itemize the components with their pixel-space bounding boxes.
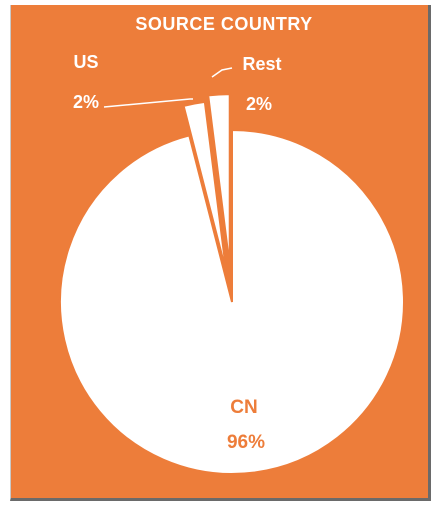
chart-title: SOURCE COUNTRY — [135, 14, 312, 34]
pie-slice-cn — [59, 128, 405, 475]
pie-slice-rest — [207, 93, 231, 267]
slice-label-us: US — [73, 52, 98, 72]
slice-label-cn: CN — [230, 397, 257, 418]
pie-slice-us — [182, 100, 228, 273]
slice-value-cn: 96% — [227, 432, 265, 453]
slice-value-rest: 2% — [246, 94, 272, 114]
pie-slices — [59, 93, 405, 475]
slice-value-us: 2% — [73, 92, 99, 112]
slice-label-rest: Rest — [242, 54, 281, 74]
leader-line-rest — [211, 67, 233, 78]
leader-line-us — [103, 98, 193, 108]
